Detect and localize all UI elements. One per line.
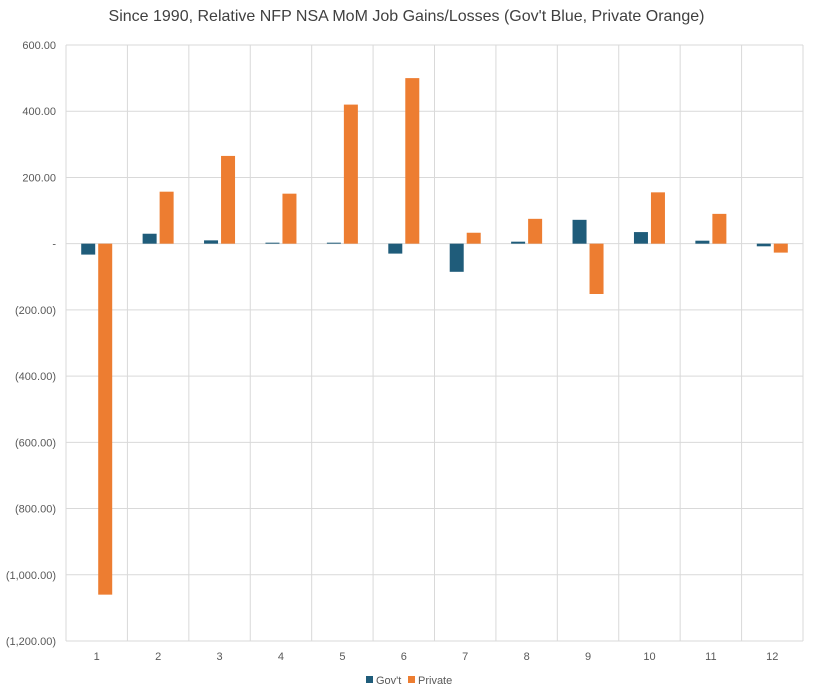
bar-govt-2[interactable] xyxy=(142,233,157,244)
x-tick-label: 7 xyxy=(462,651,468,663)
bar-private-7[interactable] xyxy=(466,232,481,244)
bar-govt-10[interactable] xyxy=(633,232,648,244)
chart-title: Since 1990, Relative NFP NSA MoM Job Gai… xyxy=(108,8,705,25)
bars xyxy=(81,78,788,595)
legend-swatch-govt xyxy=(366,676,373,683)
x-tick-label: 9 xyxy=(585,651,591,663)
bar-private-9[interactable] xyxy=(589,243,604,294)
x-tick-label: 8 xyxy=(524,651,530,663)
bar-govt-8[interactable] xyxy=(511,241,526,244)
x-tick-label: 10 xyxy=(643,651,655,663)
bar-govt-3[interactable] xyxy=(204,240,219,244)
bar-govt-4[interactable] xyxy=(265,242,280,244)
grid-lines xyxy=(65,44,804,642)
x-tick-label: 1 xyxy=(94,651,100,663)
x-tick-label: 3 xyxy=(216,651,222,663)
bar-private-10[interactable] xyxy=(650,192,665,244)
x-tick-label: 12 xyxy=(766,651,778,663)
bar-private-2[interactable] xyxy=(159,191,174,244)
x-axis-tick-labels: 1 2 3 4 5 6 7 8 9 10 11 12 xyxy=(94,651,779,663)
bar-govt-11[interactable] xyxy=(695,240,710,244)
y-tick-label: (200.00) xyxy=(15,305,56,317)
bar-govt-6[interactable] xyxy=(388,243,403,254)
x-tick-label: 5 xyxy=(339,651,345,663)
y-tick-label: - xyxy=(52,239,56,251)
legend[interactable]: Gov't Private xyxy=(366,675,452,687)
y-tick-label: 600.00 xyxy=(22,40,56,52)
legend-swatch-private xyxy=(408,676,415,683)
legend-label-govt: Gov't xyxy=(376,675,401,687)
y-tick-label: (400.00) xyxy=(15,371,56,383)
x-tick-label: 6 xyxy=(401,651,407,663)
x-tick-label: 11 xyxy=(705,651,716,663)
bar-private-11[interactable] xyxy=(712,213,727,244)
y-tick-label: 200.00 xyxy=(22,172,56,184)
bar-private-8[interactable] xyxy=(528,218,543,244)
bar-govt-12[interactable] xyxy=(756,243,771,247)
bar-private-5[interactable] xyxy=(343,104,358,244)
bar-private-1[interactable] xyxy=(98,243,113,595)
bar-private-6[interactable] xyxy=(405,78,420,244)
x-tick-label: 2 xyxy=(155,651,161,663)
y-axis-tick-labels: 600.00 400.00 200.00 - (200.00) (400.00) (600.… xyxy=(6,40,56,648)
bar-govt-5[interactable] xyxy=(326,242,341,244)
legend-label-private: Private xyxy=(418,675,452,687)
y-tick-label: (600.00) xyxy=(15,437,56,449)
bar-private-4[interactable] xyxy=(282,193,297,244)
bar-private-12[interactable] xyxy=(773,243,788,253)
y-tick-label: (1,000.00) xyxy=(6,570,56,582)
y-tick-label: (800.00) xyxy=(15,504,56,516)
bar-govt-9[interactable] xyxy=(572,219,587,244)
x-tick-label: 4 xyxy=(278,651,284,663)
bar-govt-7[interactable] xyxy=(449,243,464,272)
bar-govt-1[interactable] xyxy=(81,243,96,255)
y-tick-label: 400.00 xyxy=(22,106,56,118)
y-tick-label: (1,200.00) xyxy=(6,636,56,648)
bar-private-3[interactable] xyxy=(221,155,236,244)
